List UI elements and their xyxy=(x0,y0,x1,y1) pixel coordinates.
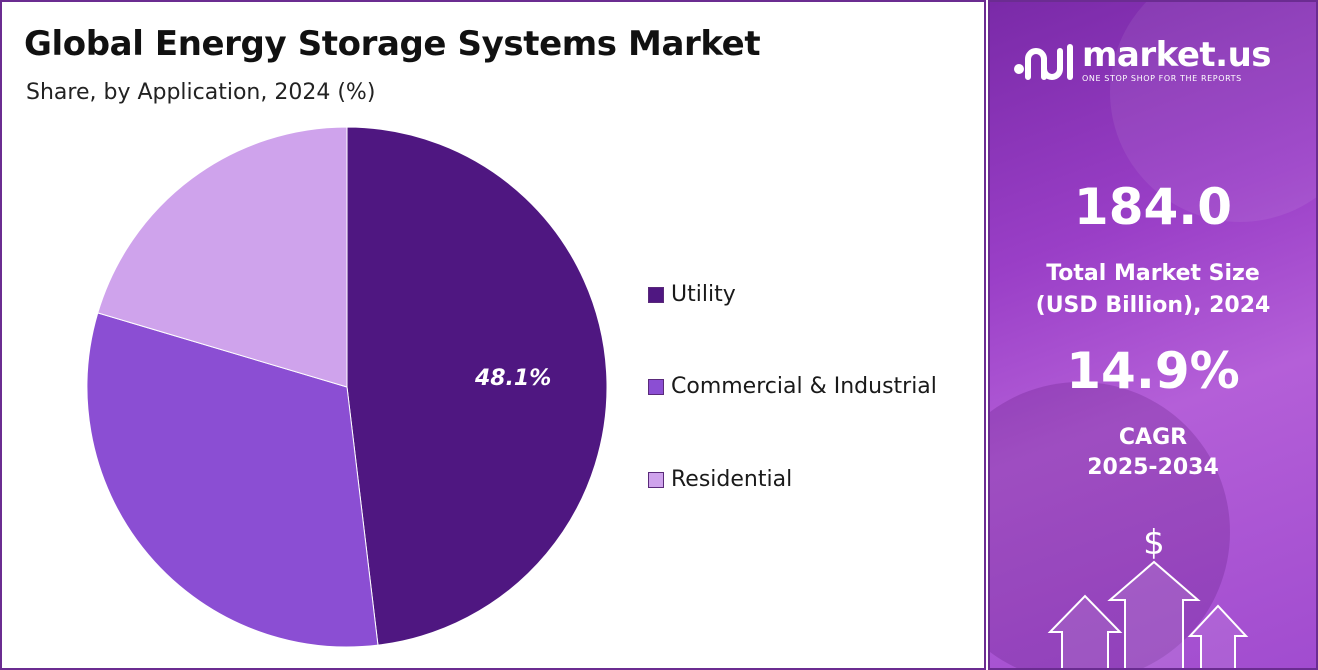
data-label: 48.1% xyxy=(474,366,551,391)
legend-label: Residential xyxy=(671,467,793,492)
market-us-logo-icon xyxy=(1014,43,1073,80)
brand-logo: market.us ONE STOP SHOP FOR THE REPORTS xyxy=(1012,35,1272,83)
growth-illustration: $ xyxy=(1047,523,1249,668)
brand-name: market.us xyxy=(1082,35,1272,75)
legend-item: Utility xyxy=(648,282,736,307)
stats-panel: market.us ONE STOP SHOP FOR THE REPORTS … xyxy=(988,0,1318,670)
chart-panel: Global Energy Storage Systems Market Sha… xyxy=(0,0,986,670)
dollar-icon: $ xyxy=(1143,523,1165,563)
pie-slice-utility xyxy=(346,126,608,646)
legend-swatch xyxy=(648,286,664,303)
chart-subtitle: Share, by Application, 2024 (%) xyxy=(26,80,376,105)
legend-swatch xyxy=(648,378,664,395)
cagr-period: 2025-2034 xyxy=(1087,455,1219,480)
arrow-up-icon xyxy=(1107,560,1201,668)
cagr-label: CAGR xyxy=(1118,425,1188,450)
market-size-label: Total Market Size xyxy=(1046,261,1260,286)
legend-item: Commercial & Industrial xyxy=(648,374,937,399)
legend-label: Commercial & Industrial xyxy=(671,374,937,399)
legend-label: Utility xyxy=(671,282,736,307)
market-size-label: (USD Billion), 2024 xyxy=(1035,293,1271,318)
cagr-value: 14.9% xyxy=(1066,342,1240,400)
brand-tagline: ONE STOP SHOP FOR THE REPORTS xyxy=(1082,74,1242,83)
arrow-up-icon xyxy=(1047,594,1123,668)
chart-title: Global Energy Storage Systems Market xyxy=(24,24,761,64)
pie-slice-commercial-industrial xyxy=(86,312,379,648)
legend-item: Residential xyxy=(648,467,792,492)
pie-slice-residential xyxy=(97,126,348,388)
arrow-up-icon xyxy=(1187,604,1249,668)
market-size-value: 184.0 xyxy=(1073,178,1233,236)
legend-swatch xyxy=(648,471,664,488)
pie-chart: 48.1% xyxy=(86,126,608,648)
